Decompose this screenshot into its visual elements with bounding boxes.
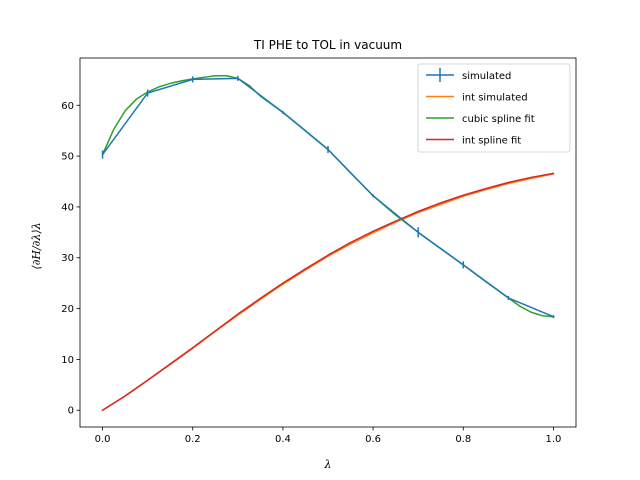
x-tick-label: 0.4 xyxy=(275,434,291,445)
legend-box xyxy=(417,63,571,153)
y-tick-label: 30 xyxy=(61,253,74,264)
legend-label: int spline fit xyxy=(462,136,521,147)
legend-label: simulated xyxy=(462,71,511,82)
chart-title: TI PHE to TOL in vacuum xyxy=(253,38,402,52)
legend-label: cubic spline fit xyxy=(462,114,535,125)
series-line-int-spline-fit xyxy=(101,172,555,411)
x-tick-label: 0.0 xyxy=(95,434,111,445)
y-tick-label: 40 xyxy=(61,202,74,213)
y-tick-label: 10 xyxy=(61,355,74,366)
x-tick-label: 0.2 xyxy=(185,434,201,445)
axes-layer: 0.0 0.2 0.4 0.6 0.8 1.0 0 10 20 30 40 50 60 xyxy=(61,57,577,445)
y-tick-label: 50 xyxy=(61,152,74,163)
x-tick-label: 0.6 xyxy=(365,434,381,445)
x-tick-label: 0.8 xyxy=(455,434,471,445)
legend: simulated int simulated cubic spline fit in… xyxy=(417,63,571,153)
legend-label: int simulated xyxy=(462,93,528,104)
y-axis-title: ⟨∂H/∂λ⟩λ xyxy=(30,222,43,269)
y-tick-label: 20 xyxy=(61,304,74,315)
plot-frame xyxy=(79,57,577,428)
y-tick-label: 60 xyxy=(61,101,74,112)
x-tick-label: 1.0 xyxy=(546,434,562,445)
series-layer xyxy=(101,75,555,411)
y-tick-label: 0 xyxy=(68,406,74,417)
x-axis-title: λ xyxy=(324,458,332,471)
